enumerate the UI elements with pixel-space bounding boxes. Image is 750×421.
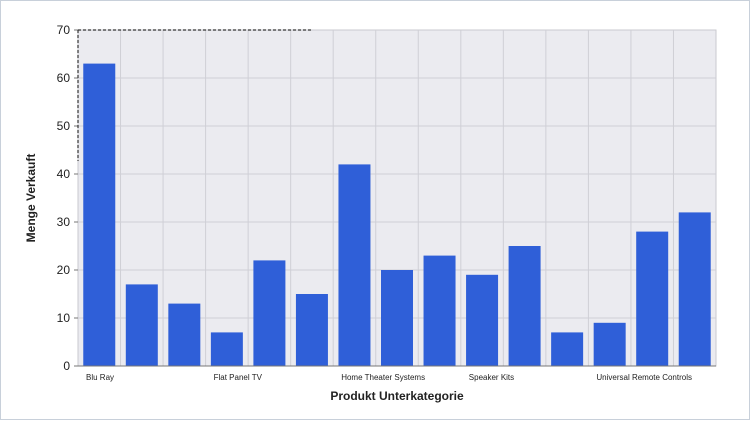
- y-tick-label: 70: [57, 23, 71, 37]
- bar[interactable]: [338, 164, 371, 366]
- y-tick-label: 30: [57, 215, 71, 229]
- vertical-gridlines: [120, 30, 674, 366]
- x-tick-label: Blu Ray: [86, 373, 114, 382]
- x-tick-label: Home Theater Systems: [341, 373, 425, 382]
- bar[interactable]: [593, 322, 626, 366]
- y-axis-title: Menge Verkauft: [24, 154, 38, 243]
- bar[interactable]: [253, 260, 286, 366]
- y-tick-label: 40: [57, 167, 71, 181]
- bar[interactable]: [125, 284, 158, 366]
- bar[interactable]: [381, 270, 413, 366]
- bar[interactable]: [210, 332, 243, 366]
- y-tick-label: 0: [63, 359, 70, 373]
- y-tick-label: 50: [57, 119, 71, 133]
- y-tick-label: 60: [57, 71, 71, 85]
- bar[interactable]: [295, 294, 328, 366]
- x-tick-label: Universal Remote Controls: [596, 373, 692, 382]
- bars: [83, 63, 711, 366]
- bar[interactable]: [423, 255, 456, 366]
- bar[interactable]: [168, 303, 201, 366]
- x-tick-labels: Blu Ray Flat Panel TV Home Theater Systems…: [86, 373, 692, 382]
- x-tick-label: Speaker Kits: [469, 373, 514, 382]
- y-tick-label: 10: [57, 311, 71, 325]
- bar[interactable]: [466, 274, 499, 366]
- bar[interactable]: [551, 332, 584, 366]
- bar[interactable]: [83, 63, 116, 366]
- bar[interactable]: [678, 212, 711, 366]
- bar[interactable]: [508, 246, 541, 366]
- y-tick-label: 20: [57, 263, 71, 277]
- y-tick-labels: 0 10 20 30 40 50 60 70: [57, 23, 78, 373]
- horizontal-gridlines: [78, 77, 716, 319]
- x-axis-title: Produkt Unterkategorie: [330, 389, 464, 403]
- x-tick-label: Flat Panel TV: [214, 373, 263, 382]
- bar[interactable]: [636, 231, 669, 366]
